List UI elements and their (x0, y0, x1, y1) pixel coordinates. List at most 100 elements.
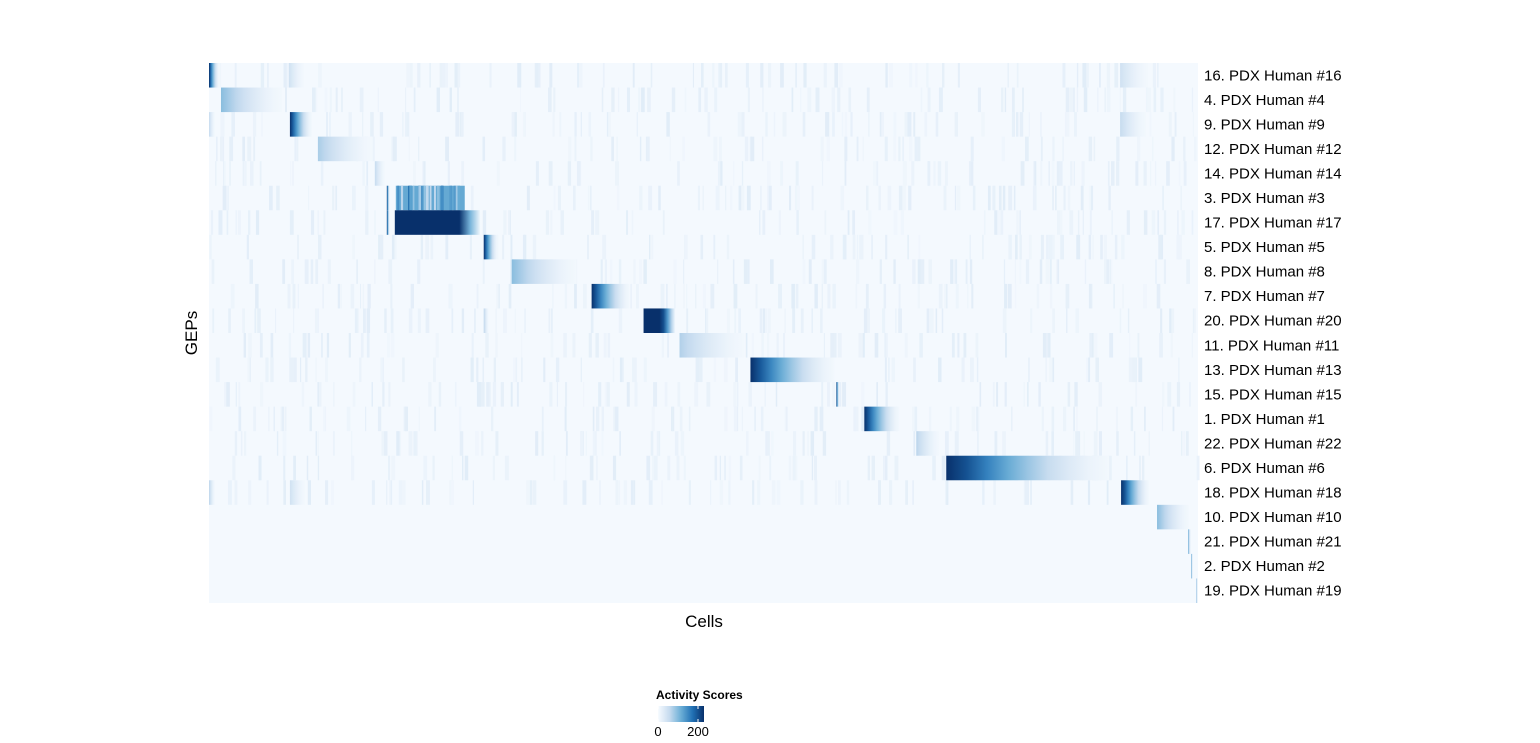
background-stripe (1007, 63, 1009, 88)
background-stripe (814, 283, 818, 309)
background-stripe (449, 87, 452, 113)
background-stripe (1193, 136, 1197, 162)
background-stripe (588, 333, 592, 358)
background-stripe (791, 87, 794, 113)
background-stripe (1040, 234, 1044, 260)
background-stripe (309, 406, 312, 432)
background-stripe (606, 382, 610, 407)
background-stripe (913, 431, 916, 456)
background-stripe (1135, 161, 1139, 186)
background-stripe (820, 308, 823, 333)
background-stripe (1126, 210, 1130, 235)
background-stripe (1002, 87, 1005, 113)
background-stripe (235, 382, 237, 407)
background-stripe (301, 382, 305, 407)
row-label: 9. PDX Human #9 (1204, 116, 1325, 133)
background-stripe (647, 87, 651, 113)
background-stripe (811, 308, 813, 333)
background-stripe (646, 455, 651, 481)
background-stripe (333, 382, 335, 407)
background-stripe (351, 455, 355, 481)
background-stripe (365, 406, 367, 432)
background-stripe (270, 333, 274, 358)
legend-colorbar (658, 706, 704, 722)
background-stripe (887, 185, 892, 211)
heatmap-cell-stripe (455, 185, 458, 211)
background-stripe (270, 357, 274, 383)
background-stripe (259, 161, 262, 186)
background-stripe (532, 480, 537, 505)
heatmap-block (916, 431, 940, 456)
background-stripe (937, 161, 942, 186)
background-stripe (1083, 431, 1085, 456)
heatmap-block (1121, 480, 1150, 505)
background-stripe (761, 333, 764, 358)
background-stripe (532, 234, 537, 260)
background-stripe (686, 283, 688, 309)
background-stripe (519, 87, 522, 113)
background-stripe (863, 308, 868, 333)
background-stripe (1038, 382, 1041, 407)
background-stripe (379, 234, 384, 260)
background-stripe (350, 283, 355, 309)
row-label: 4. PDX Human #4 (1204, 92, 1325, 109)
background-stripe (430, 234, 434, 260)
background-stripe (792, 308, 796, 333)
background-stripe (969, 234, 971, 260)
background-stripe (717, 161, 721, 186)
background-stripe (636, 112, 638, 137)
background-stripe (1114, 63, 1119, 88)
background-stripe (618, 480, 621, 505)
background-stripe (752, 480, 755, 505)
background-stripe (1089, 210, 1092, 235)
row-label: 15. PDX Human #15 (1204, 386, 1342, 403)
background-stripe (879, 259, 882, 284)
background-stripe (235, 210, 238, 235)
background-stripe (227, 185, 229, 211)
background-stripe (898, 185, 903, 211)
background-stripe (1128, 357, 1133, 383)
background-stripe (651, 406, 655, 432)
background-stripe (390, 333, 395, 358)
background-stripe (1173, 87, 1176, 113)
background-stripe (340, 283, 343, 309)
background-stripe (767, 185, 769, 211)
background-stripe (982, 234, 984, 260)
heatmap-block (288, 63, 304, 88)
background-stripe (495, 431, 499, 456)
background-stripe (852, 210, 856, 235)
background-stripe (913, 112, 916, 137)
background-stripe (631, 210, 634, 235)
background-stripe (733, 161, 735, 186)
background-stripe (1007, 283, 1012, 309)
background-stripe (1046, 333, 1051, 358)
background-stripe (1095, 357, 1099, 383)
background-stripe (969, 259, 973, 284)
background-stripe (315, 431, 317, 456)
background-stripe (335, 185, 338, 211)
background-stripe (642, 87, 645, 113)
background-stripe (1052, 308, 1055, 333)
background-stripe (1060, 234, 1064, 260)
background-stripe (223, 161, 225, 186)
row-label: 1. PDX Human #1 (1204, 411, 1325, 428)
background-stripe (720, 161, 723, 186)
background-stripe (1019, 259, 1022, 284)
background-stripe (545, 210, 550, 235)
background-stripe (656, 431, 660, 456)
background-stripe (247, 136, 252, 162)
background-stripe (602, 63, 605, 88)
background-stripe (885, 234, 888, 260)
background-stripe (1073, 431, 1075, 456)
background-stripe (325, 357, 328, 383)
background-stripe (915, 63, 918, 88)
background-stripe (728, 480, 731, 505)
background-stripe (697, 185, 700, 211)
background-stripe (830, 333, 835, 358)
background-stripe (481, 382, 485, 407)
background-stripe (667, 333, 670, 358)
background-stripe (1073, 161, 1076, 186)
background-stripe (362, 308, 366, 333)
background-stripe (1103, 234, 1108, 260)
background-stripe (844, 136, 848, 162)
